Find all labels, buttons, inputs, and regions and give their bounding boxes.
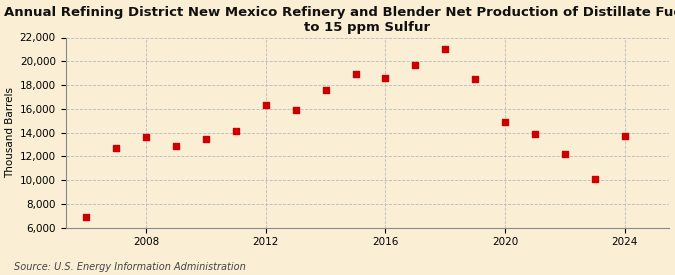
Point xyxy=(261,103,271,108)
Point xyxy=(440,47,451,52)
Title: Annual Refining District New Mexico Refinery and Blender Net Production of Disti: Annual Refining District New Mexico Refi… xyxy=(4,6,675,34)
Point xyxy=(500,120,510,124)
Point xyxy=(470,77,481,81)
Y-axis label: Thousand Barrels: Thousand Barrels xyxy=(5,87,16,178)
Point xyxy=(141,135,152,140)
Point xyxy=(81,215,92,219)
Point xyxy=(111,146,122,150)
Point xyxy=(380,76,391,80)
Point xyxy=(619,134,630,138)
Point xyxy=(231,129,242,134)
Point xyxy=(350,72,361,76)
Point xyxy=(529,132,540,136)
Point xyxy=(589,177,600,181)
Point xyxy=(290,108,301,112)
Point xyxy=(410,63,421,67)
Text: Source: U.S. Energy Information Administration: Source: U.S. Energy Information Administ… xyxy=(14,262,245,272)
Point xyxy=(171,144,182,148)
Point xyxy=(200,136,211,141)
Point xyxy=(560,152,570,156)
Point xyxy=(320,88,331,92)
